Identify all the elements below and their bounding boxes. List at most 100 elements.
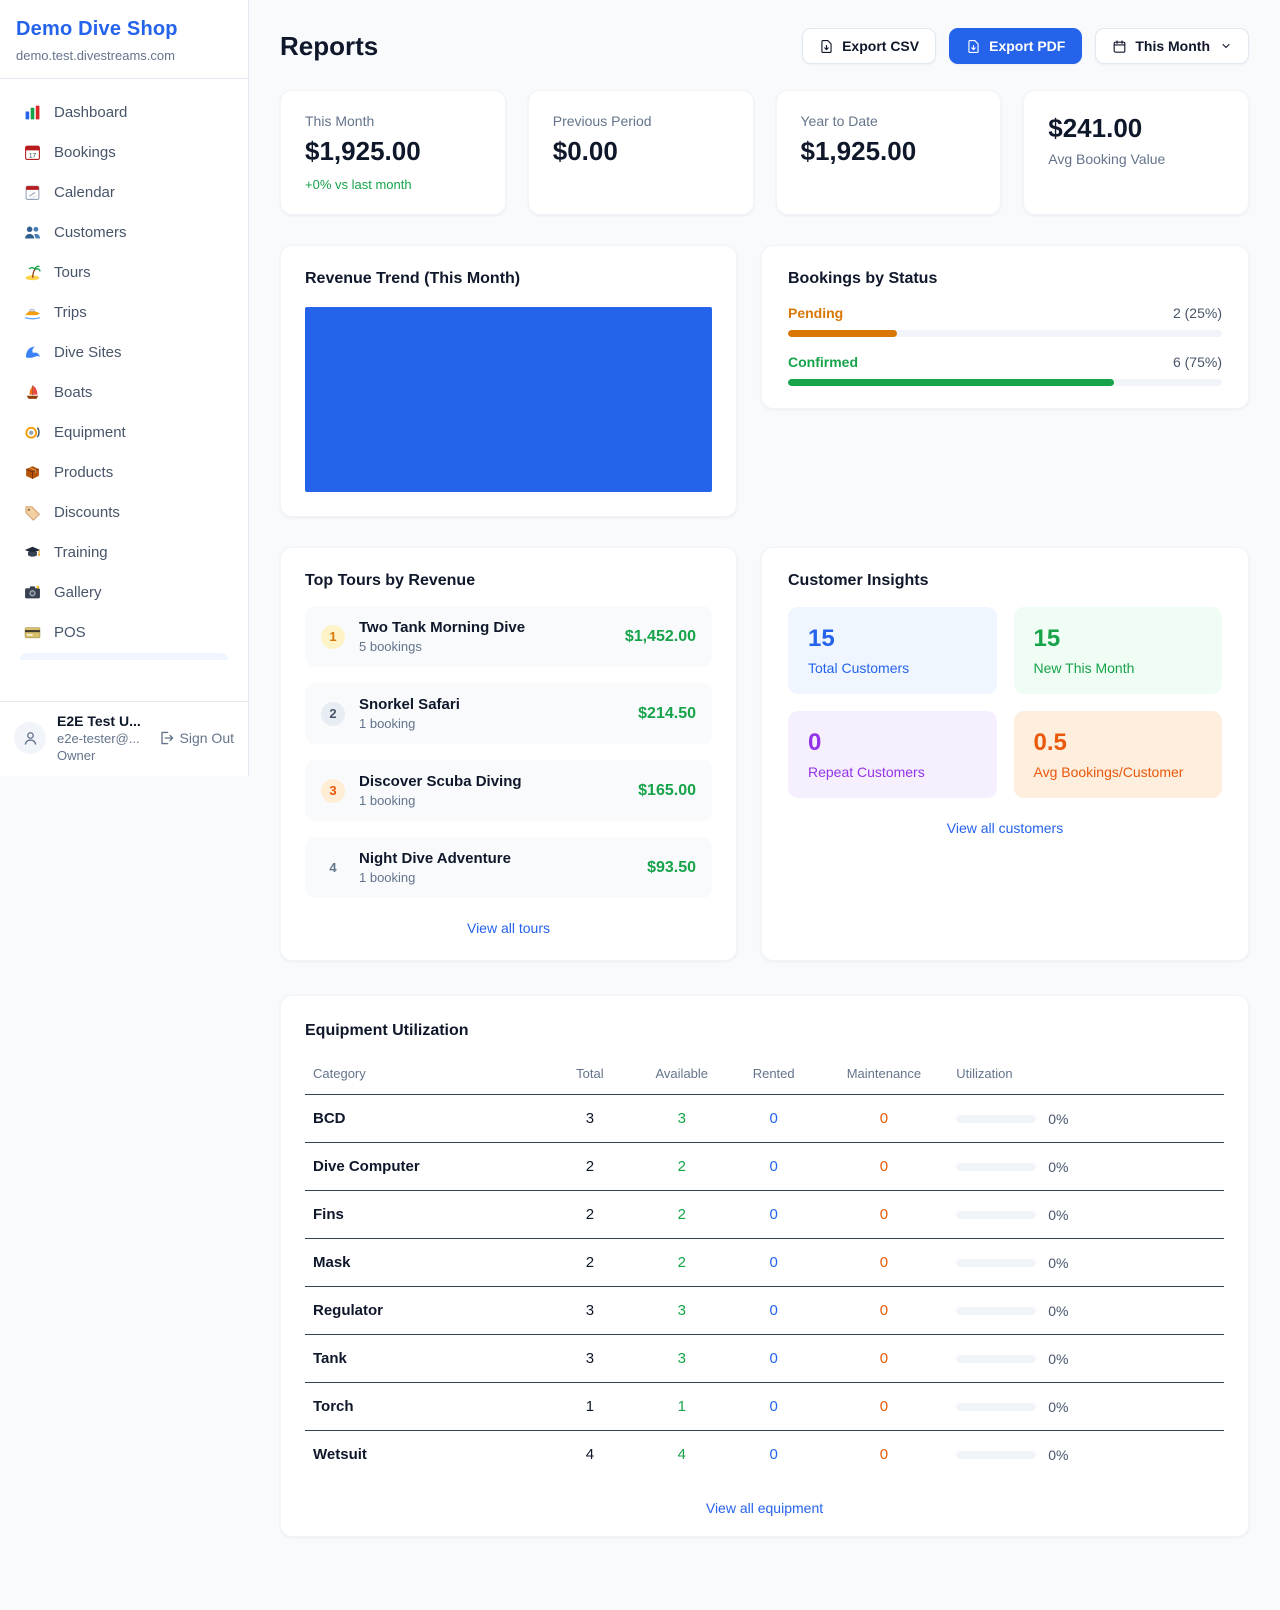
table-row: Wetsuit 4 4 0 0 0% (305, 1431, 1224, 1479)
main-content: Reports Export CSV Export PDF This Month… (249, 0, 1280, 1577)
sidebar-item-customers[interactable]: Customers (10, 213, 238, 251)
table-row: Regulator 3 3 0 0 0% (305, 1286, 1224, 1335)
sidebar-item-label: POS (54, 623, 86, 641)
calendar-icon (1113, 39, 1126, 53)
period-dropdown[interactable]: This Month (1095, 28, 1249, 64)
table-row: Dive Computer 2 2 0 0 0% (305, 1142, 1224, 1191)
stat-delta: +0% vs last month (305, 177, 412, 192)
utilization-percent: 0% (1048, 1302, 1069, 1319)
table-row: BCD 3 3 0 0 0% (305, 1094, 1224, 1143)
cell-total: 2 (543, 1190, 636, 1239)
sidebar-item-reports-partial[interactable] (20, 653, 228, 660)
cell-rented: 0 (769, 1446, 778, 1463)
cell-available: 2 (635, 1238, 728, 1287)
bookings-by-status-title: Bookings by Status (788, 270, 938, 287)
cell-maintenance: 0 (819, 1238, 949, 1287)
tile-repeat-customers: 0 Repeat Customers (788, 711, 997, 798)
view-all-equipment-link[interactable]: View all equipment (705, 1500, 824, 1516)
cell-rented: 0 (727, 1142, 820, 1191)
sidebar-item-equipment[interactable]: Equipment (10, 413, 238, 451)
tile-label: Total Customers (808, 660, 910, 676)
status-label: Pending (788, 305, 844, 321)
cell-available: 2 (635, 1142, 728, 1191)
cell-maintenance: 0 (819, 1334, 949, 1383)
sign-out-label: Sign Out (179, 730, 234, 746)
view-all-tours-link[interactable]: View all tours (466, 920, 550, 936)
status-label: Confirmed (788, 354, 858, 370)
utilization-cell: 0% (956, 1255, 1216, 1271)
tile-label: Avg Bookings/Customer (1033, 764, 1184, 780)
bar-chart-icon (23, 103, 41, 121)
sidebar-item-tours[interactable]: Tours (10, 253, 238, 291)
utilization-bar (956, 1258, 1037, 1267)
page-title: Reports (280, 30, 379, 61)
utilization-cell: 0% (956, 1303, 1216, 1319)
sidebar-item-dive-sites[interactable]: Dive Sites (10, 333, 238, 371)
cell-rented: 0 (727, 1286, 820, 1335)
sidebar-item-discounts[interactable]: Discounts (10, 493, 238, 531)
stat-value: $0.00 (552, 136, 618, 166)
list-item: 4 Night Dive Adventure 1 booking $93.50 (305, 837, 712, 898)
cell-available: 3 (635, 1334, 728, 1383)
sidebar-item-label: Tours (54, 263, 91, 281)
tile-value: 15 (808, 625, 835, 652)
cell-maintenance: 0 (819, 1094, 949, 1143)
column-header: Rented (727, 1056, 820, 1095)
sidebar-item-boats[interactable]: Boats (10, 373, 238, 411)
sidebar-item-pos[interactable]: POS (10, 613, 238, 651)
status-bar-fill (788, 330, 897, 337)
tile-new-this-month: 15 New This Month (1013, 607, 1222, 694)
header-actions: Export CSV Export PDF This Month (802, 28, 1249, 64)
cell-total: 3 (543, 1286, 636, 1335)
camera-icon (23, 583, 41, 601)
sidebar-item-gallery[interactable]: Gallery (10, 573, 238, 611)
sidebar-item-bookings[interactable]: 17 Bookings (10, 133, 238, 171)
sidebar-item-dashboard[interactable]: Dashboard (10, 93, 238, 131)
utilization-cell: 0% (956, 1399, 1216, 1415)
export-pdf-label: Export PDF (989, 38, 1066, 54)
cell-rented: 0 (727, 1382, 820, 1431)
utilization-bar (956, 1210, 1037, 1219)
view-all-customers-link[interactable]: View all customers (946, 820, 1064, 836)
cell-category: BCD (305, 1094, 544, 1143)
cell-maintenance: 0 (819, 1190, 949, 1239)
cell-available: 3 (635, 1286, 728, 1335)
export-csv-label: Export CSV (842, 38, 920, 54)
column-header: Maintenance (819, 1056, 949, 1095)
sidebar-item-calendar[interactable]: Calendar (10, 173, 238, 211)
tile-value: 0 (808, 729, 822, 756)
shop-domain: demo.test.divestreams.com (16, 48, 175, 63)
tour-bookings: 1 booking (359, 716, 416, 731)
graduation-cap-icon (23, 543, 41, 561)
sidebar-item-label: Boats (54, 383, 93, 401)
cell-category: Dive Computer (305, 1142, 544, 1191)
sidebar-item-training[interactable]: Training (10, 533, 238, 571)
export-csv-button[interactable]: Export CSV (802, 28, 937, 64)
people-icon (23, 223, 41, 241)
tag-icon (23, 503, 41, 521)
sign-out-button[interactable]: Sign Out (158, 730, 234, 746)
tour-bookings: 1 booking (359, 870, 416, 885)
cell-total: 3 (543, 1334, 636, 1383)
cell-category: Mask (305, 1238, 544, 1287)
cell-available: 3 (635, 1094, 728, 1143)
tour-bookings: 1 booking (359, 793, 416, 808)
sidebar-item-trips[interactable]: Trips (10, 293, 238, 331)
list-item: 2 Snorkel Safari 1 booking $214.50 (305, 683, 712, 744)
cell-maintenance: 0 (819, 1286, 949, 1335)
customer-insights-title: Customer Insights (788, 572, 929, 589)
export-pdf-button[interactable]: Export PDF (949, 28, 1083, 64)
revenue-trend-card: Revenue Trend (This Month) (280, 245, 737, 517)
svg-text:17: 17 (28, 152, 36, 159)
tile-total-customers: 15 Total Customers (788, 607, 997, 694)
sidebar: Demo Dive Shop demo.test.divestreams.com… (0, 0, 249, 776)
sidebar-item-label: Customers (54, 223, 127, 241)
sidebar-item-products[interactable]: Products (10, 453, 238, 491)
stat-card-previous-period: Previous Period $0.00 (527, 90, 754, 215)
sidebar-header: Demo Dive Shop demo.test.divestreams.com (0, 0, 248, 79)
cell-maintenance: 0 (879, 1446, 889, 1463)
sign-out-icon (160, 731, 173, 745)
tour-revenue: $93.50 (647, 858, 696, 876)
user-section: E2E Test U... e2e-tester@... Owner Sign … (0, 701, 248, 776)
revenue-trend-chart (305, 307, 712, 492)
